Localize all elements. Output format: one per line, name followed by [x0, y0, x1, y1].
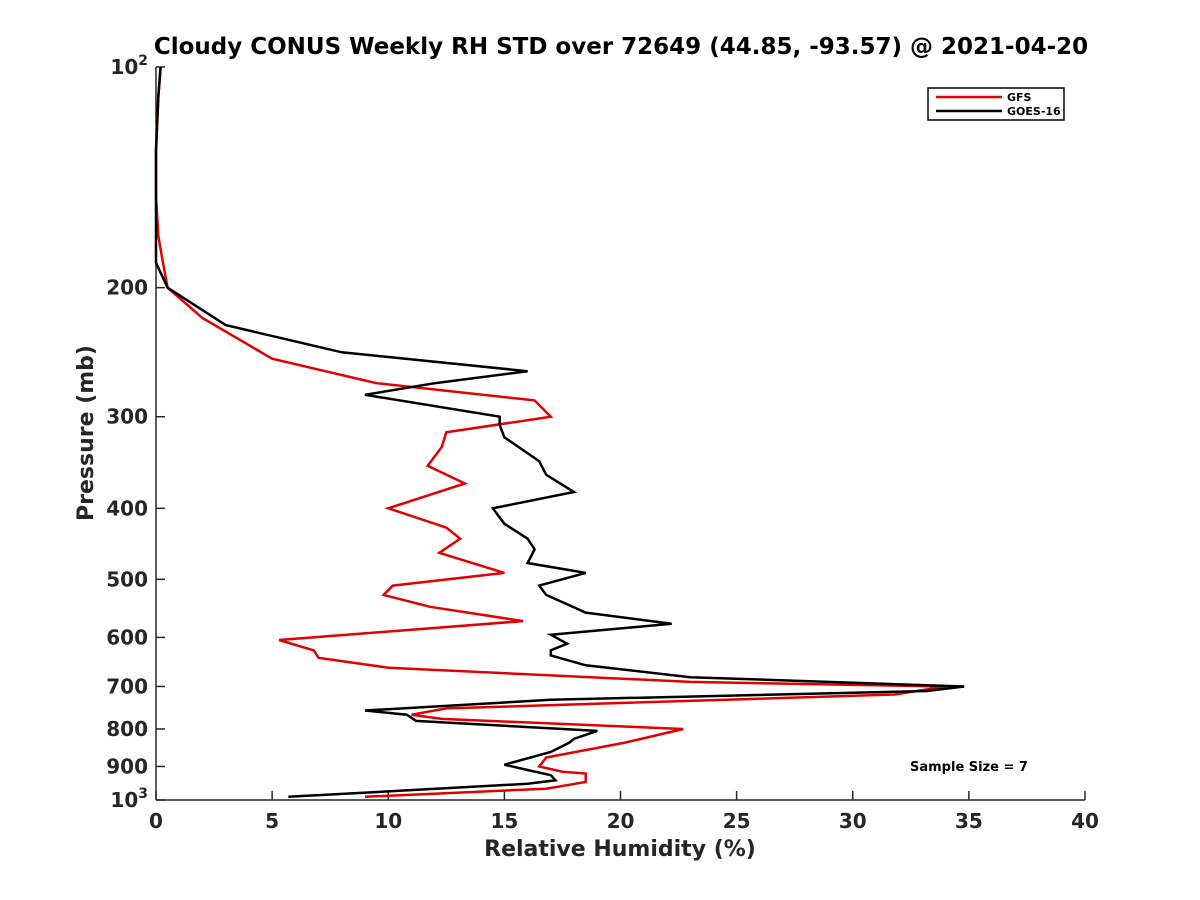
y-tick-label: 700	[106, 674, 148, 698]
y-tick-label: 500	[106, 567, 148, 591]
x-axis-label: Relative Humidity (%)	[484, 837, 756, 862]
x-tick-label: 20	[607, 809, 635, 833]
legend: GFS GOES-16	[927, 87, 1065, 121]
y-tick-label: 600	[106, 625, 148, 649]
y-tick-label: 400	[106, 496, 148, 520]
x-tick-label: 40	[1071, 809, 1099, 833]
x-tick-label: 25	[723, 809, 751, 833]
plot-area	[156, 67, 1085, 800]
x-tick-label: 15	[490, 809, 518, 833]
series-line-goes-16	[154, 66, 965, 799]
legend-label-gfs: GFS	[1007, 91, 1032, 104]
x-tick-label: 5	[265, 809, 279, 833]
series-lines	[154, 66, 965, 799]
chart-title: Cloudy CONUS Weekly RH STD over 72649 (4…	[154, 34, 1088, 60]
y-axis-ticks: 102 200 300 400 500 600 700 800 900 103	[106, 53, 165, 812]
y-tick-label: 900	[106, 754, 148, 778]
sample-size-annotation: Sample Size = 7	[910, 760, 1028, 775]
y-tick-label: 103	[110, 786, 148, 812]
x-tick-label: 30	[839, 809, 867, 833]
series-line-gfs	[154, 66, 946, 799]
y-axis-label: Pressure (mb)	[74, 345, 99, 521]
x-tick-label: 0	[149, 809, 163, 833]
legend-label-goes16: GOES-16	[1007, 105, 1061, 118]
y-tick-label: 800	[106, 717, 148, 741]
x-axis-ticks: 0 5 10 15 20 25 30 35 40	[149, 791, 1099, 833]
legend-box	[927, 87, 1065, 121]
x-tick-label: 10	[374, 809, 402, 833]
x-tick-label: 35	[955, 809, 983, 833]
y-tick-label: 200	[106, 276, 148, 300]
y-tick-label: 300	[106, 405, 148, 429]
y-tick-label: 102	[110, 53, 148, 79]
